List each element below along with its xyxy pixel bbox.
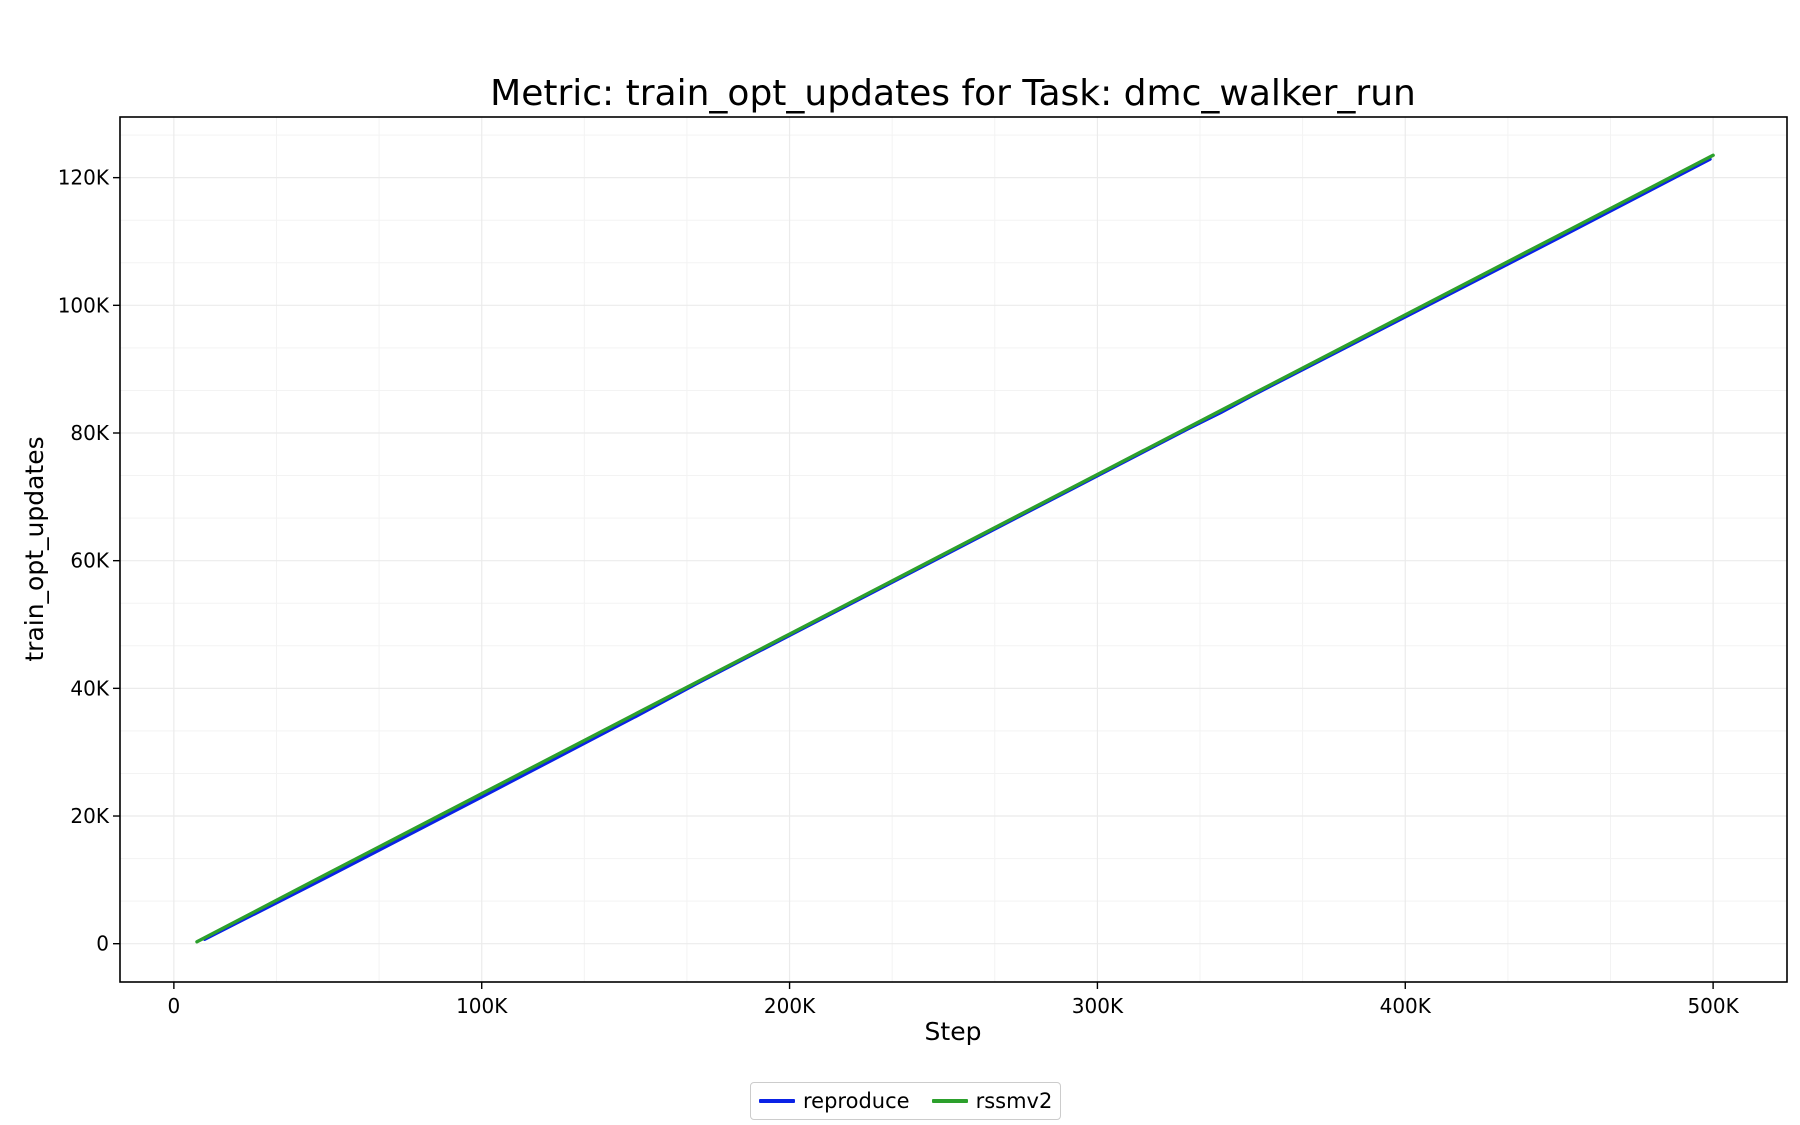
y-tick-label: 120K (58, 166, 110, 190)
x-tick-label: 100K (456, 994, 508, 1018)
y-tick-label: 100K (58, 293, 110, 317)
series-line-rssmv2 (195, 153, 1715, 944)
x-tick-label: 300K (1072, 994, 1124, 1018)
y-tick-label: 40K (70, 676, 109, 700)
plot-area-frame (119, 116, 1788, 983)
x-tick-label: 200K (764, 994, 816, 1018)
grid (120, 117, 1787, 982)
x-tick-label: 0 (168, 994, 181, 1018)
x-tick-label: 500K (1687, 994, 1739, 1018)
chart-title: Metric: train_opt_updates for Task: dmc_… (490, 73, 1416, 114)
y-tick-label: 20K (70, 804, 109, 828)
legend-swatch-rssmv2 (931, 1099, 968, 1103)
x-tick-label: 400K (1380, 994, 1432, 1018)
legend-swatch-reproduce (759, 1099, 795, 1103)
legend: reproduce rssmv2 (750, 1082, 1062, 1120)
y-tick-label: 0 (96, 932, 109, 956)
x-axis-label: Step (925, 1017, 982, 1046)
legend-item-reproduce[interactable]: reproduce (759, 1089, 910, 1113)
y-axis-label: train_opt_updates (20, 436, 49, 661)
legend-item-rssmv2[interactable]: rssmv2 (931, 1089, 1053, 1113)
y-tick-label: 60K (70, 549, 109, 573)
axis-ticks: 0 100K 200K 300K 400K 500K 0 20K 40K 60K 80K 100K 12… (58, 166, 1740, 1018)
series-lines (195, 153, 1715, 944)
legend-label-reproduce: reproduce (803, 1089, 910, 1113)
y-tick-label: 80K (70, 421, 109, 445)
legend-label-rssmv2: rssmv2 (975, 1089, 1053, 1113)
